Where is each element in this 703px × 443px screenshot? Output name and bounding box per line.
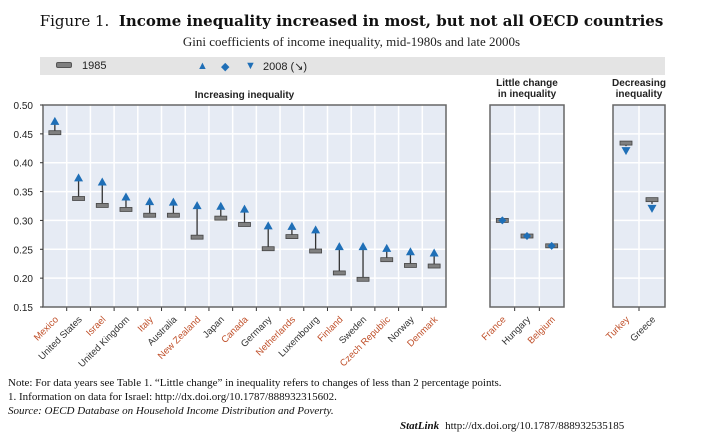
legend: 1985 ▲ ◆ ▼ 2008 (↘) (40, 57, 665, 75)
panel-title: Increasing inequality (195, 90, 295, 101)
panel-title-line: Little change (496, 78, 558, 89)
chart-title: Figure 1. Income inequality increased in… (0, 12, 703, 30)
panel-title-line: in inequality (498, 89, 557, 100)
marker-2008-down-triangle (647, 204, 657, 213)
marker-1985 (380, 257, 394, 263)
marker-2008-up-triangle (97, 177, 107, 186)
y-tick-label: 0.40 (14, 159, 34, 170)
marker-1985 (645, 197, 659, 203)
marker-1985 (119, 207, 133, 212)
panel-title-line: Decreasing (612, 78, 666, 89)
marker-2008-up-triangle (382, 243, 392, 252)
chart-subtitle: Gini coefficients of income inequality, … (182, 34, 521, 49)
figure-number: Figure 1. (39, 12, 110, 30)
marker-2008-up-triangle (334, 242, 344, 251)
marker-1985 (190, 234, 204, 240)
plot-border (42, 104, 447, 308)
marker-1985 (214, 215, 228, 221)
marker-2008-up-triangle (168, 197, 178, 206)
legend-up-triangle-icon: ▲ (197, 60, 208, 72)
y-tick-label: 0.20 (14, 274, 34, 285)
statlink[interactable]: StatLink http://dx.doi.org/10.1787/888932… (400, 420, 624, 432)
marker-1985 (238, 222, 251, 227)
plot-border (612, 104, 666, 308)
panel-title: Little change in inequality (496, 78, 558, 100)
marker-2008-diamond (547, 241, 556, 250)
marker-2008-up-triangle (50, 116, 60, 125)
marker-2008-up-triangle (263, 221, 273, 230)
legend-1985-marker-icon (56, 62, 72, 68)
marker-1985 (48, 130, 62, 136)
marker-1985 (95, 203, 109, 208)
title-text: Income inequality increased in most, but… (118, 12, 664, 30)
y-tick-label: 0.35 (14, 188, 34, 199)
marker-2008-up-triangle (429, 248, 439, 257)
marker-2008-up-triangle (287, 221, 297, 230)
y-tick-label: 0.45 (14, 130, 34, 141)
legend-2008-label: 2008 (↘) (263, 61, 308, 73)
legend-down-triangle-icon: ▼ (245, 60, 256, 72)
y-tick-label: 0.50 (14, 101, 34, 112)
marker-1985 (427, 263, 441, 269)
marker-2008-up-triangle (405, 247, 415, 256)
marker-2008-diamond (523, 232, 531, 241)
marker-2008-up-triangle (240, 204, 249, 213)
statlink-url[interactable]: http://dx.doi.org/10.1787/888932535185 (445, 420, 625, 432)
marker-2008-diamond (498, 216, 507, 225)
plot-background (490, 105, 564, 307)
marker-1985 (72, 196, 85, 201)
source-text: Source: OECD Database on Household Incom… (8, 405, 334, 417)
marker-1985 (332, 270, 346, 276)
marker-1985 (285, 234, 299, 239)
marker-2008-up-triangle (216, 201, 226, 210)
plot-border (489, 104, 565, 308)
y-tick-label: 0.25 (14, 245, 34, 256)
marker-1985 (261, 246, 275, 252)
panel-title: Decreasing inequality (612, 78, 666, 100)
marker-1985 (143, 212, 157, 218)
footnote-1: 1. Information on data for Israel: http:… (8, 391, 337, 403)
marker-2008-down-triangle (621, 147, 631, 156)
marker-1985 (619, 140, 633, 146)
notes: Note: For data years see Table 1. “Littl… (8, 376, 502, 418)
x-tick-label: Turkey (604, 314, 632, 342)
statlink-label: StatLink (400, 420, 440, 432)
x-tick-label: Italy (136, 314, 156, 334)
x-tick-label: Greece (628, 314, 658, 344)
marker-2008-up-triangle (192, 201, 202, 210)
marker-2008-up-triangle (145, 197, 155, 206)
panel-title-line: inequality (616, 89, 663, 100)
note-text: Note: For data years see Table 1. “Littl… (8, 377, 502, 389)
marker-1985 (404, 263, 417, 268)
y-tick-label: 0.30 (14, 216, 34, 227)
x-tick-label: Belgium (526, 314, 558, 346)
y-tick-label: 0.15 (14, 303, 34, 314)
marker-2008-up-triangle (311, 225, 321, 234)
panel-title-line: Increasing inequality (195, 90, 295, 101)
marker-1985 (166, 212, 180, 218)
marker-1985 (356, 276, 370, 282)
legend-1985-label: 1985 (82, 60, 107, 72)
marker-2008-up-triangle (358, 242, 368, 251)
marker-2008-up-triangle (74, 173, 84, 182)
marker-1985 (309, 248, 323, 254)
legend-diamond-icon: ◆ (221, 61, 230, 73)
marker-2008-up-triangle (121, 192, 131, 201)
